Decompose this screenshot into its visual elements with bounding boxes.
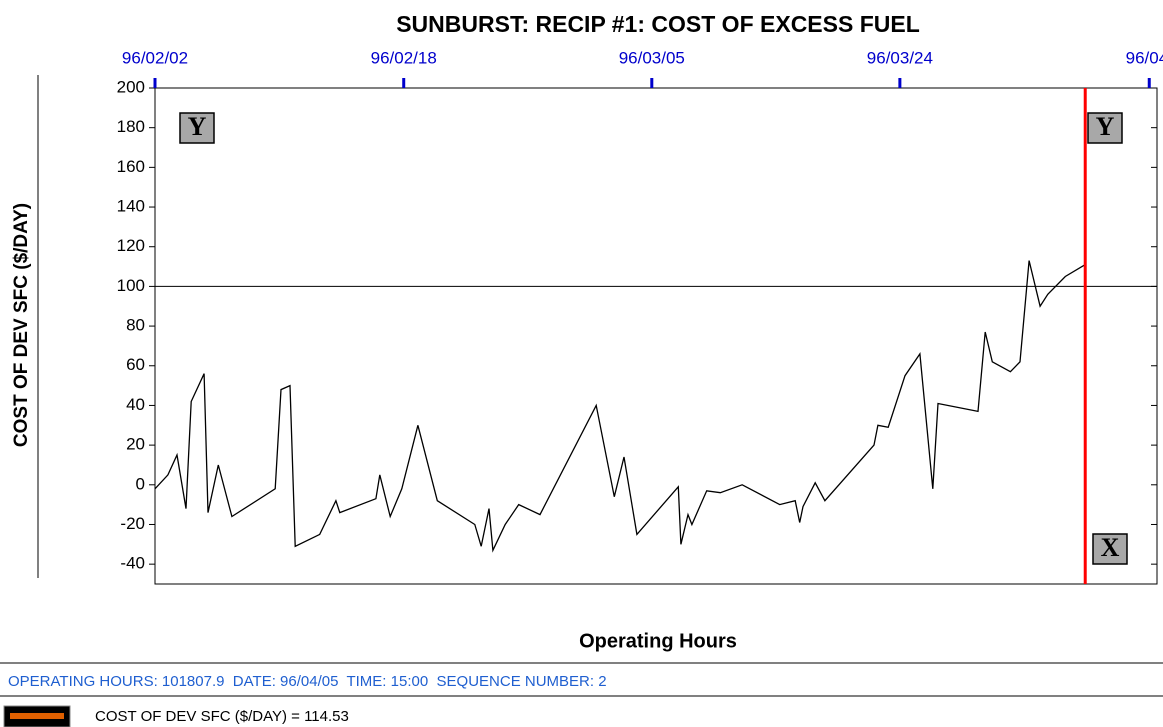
y-tick-label: 180 [117,117,145,136]
status-line: OPERATING HOURS: 101807.9 DATE: 96/04/05… [8,673,607,690]
x-tick-label: 96/02/18 [371,48,437,67]
y-tick-label: 120 [117,236,145,255]
y-tick-label: 100 [117,276,145,295]
button-label[interactable]: Y [188,112,207,141]
y-tick-label: 40 [126,395,145,414]
button[interactable] [179,112,215,144]
y-axis-title: COST OF DEV SFC ($/DAY) [11,203,32,447]
y-tick-label: 0 [136,474,145,493]
x-tick-label: 96/03/05 [619,48,685,67]
y-tick-label: 200 [117,77,145,96]
legend-swatch-line [10,713,64,719]
y-tick-label: -20 [120,514,145,533]
button-label[interactable]: Y [1096,112,1115,141]
x-axis-title: Operating Hours [579,630,737,652]
button[interactable] [1092,533,1128,565]
y-tick-label: 60 [126,355,145,374]
button-label[interactable]: X [1101,533,1120,562]
y-tick-label: 20 [126,435,145,454]
y-tick-label: -40 [120,554,145,573]
y-tick-label: 80 [126,316,145,335]
chart-title: SUNBURST: RECIP #1: COST OF EXCESS FUEL [396,11,920,37]
x-tick-label: 96/04/ [1126,48,1163,67]
data-line [154,260,1086,553]
x-tick-label: 96/03/24 [867,48,933,67]
plot-area [154,87,1158,585]
readout: COST OF DEV SFC ($/DAY) = 114.53 [95,708,349,725]
x-tick-label: 96/02/02 [122,48,188,67]
y-tick-label: 140 [117,197,145,216]
button[interactable] [1087,112,1123,144]
y-tick-label: 160 [117,157,145,176]
